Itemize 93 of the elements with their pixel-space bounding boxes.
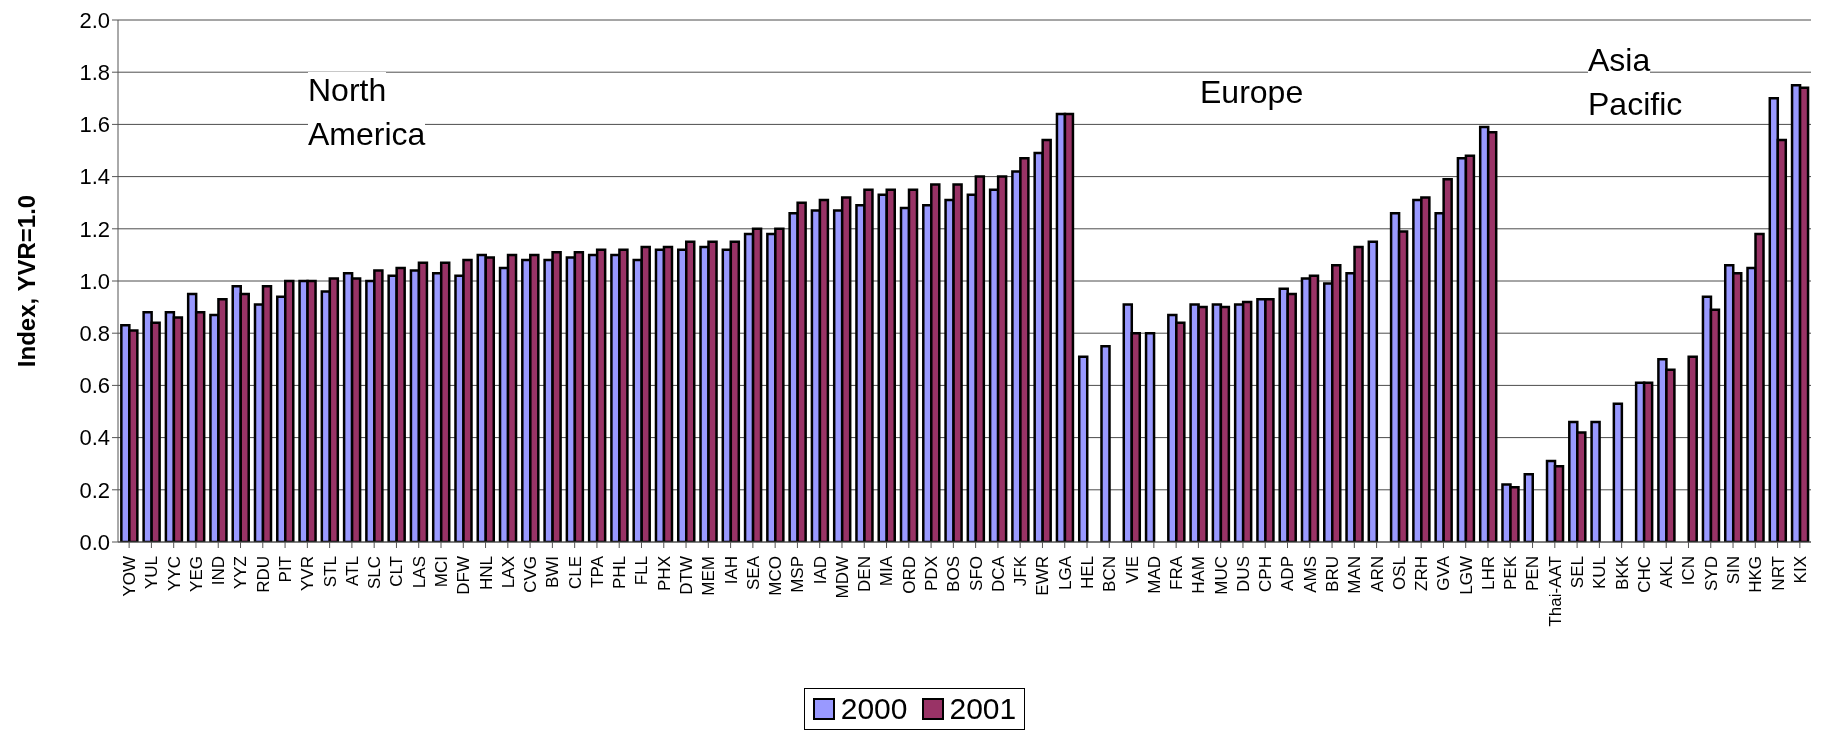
x-tick-label: MCO (766, 556, 786, 596)
y-tick-label: 1.2 (79, 216, 110, 242)
x-tick-label: CPH (1256, 556, 1276, 592)
x-tick-label: IAD (810, 556, 830, 585)
x-tick-label: BRU (1323, 556, 1343, 592)
x-tick-label: ORD (899, 556, 919, 594)
x-tick-label: Thai-AAT (1545, 556, 1565, 627)
x-tick-label: FRA (1167, 555, 1187, 590)
x-tick-label: MUC (1211, 556, 1231, 595)
x-tick-label: OSL (1389, 556, 1409, 591)
annotation: Europe (1200, 74, 1304, 110)
x-tick-label: SEA (743, 555, 763, 591)
x-tick-label: YOW (120, 556, 140, 597)
x-tick-label: SIN (1723, 556, 1743, 585)
x-tick-label: MAD (1144, 556, 1164, 594)
x-tick-label: BKK (1612, 555, 1632, 591)
x-tick-label: ZRH (1412, 556, 1432, 591)
x-tick-label: LAS (409, 556, 429, 589)
x-tick-label: MEM (699, 556, 719, 596)
x-tick-label: MAN (1345, 556, 1365, 594)
x-tick-label: ADP (1278, 556, 1298, 591)
x-tick-label: ATL (342, 556, 362, 586)
x-tick-label: DUS (1233, 556, 1253, 592)
x-tick-label: FLL (632, 556, 652, 586)
x-tick-label: PDX (922, 556, 942, 591)
x-tick-label: AKL (1657, 556, 1677, 589)
x-tick-label: HNL (476, 556, 496, 591)
y-tick-label: 0.0 (79, 529, 110, 555)
annotation: Asia Pacific (1588, 42, 1683, 122)
x-tick-label: LAX (498, 556, 518, 589)
x-tick-label: BCN (1100, 556, 1120, 592)
x-tick-label: MCI (431, 556, 451, 588)
y-tick-label: 2.0 (79, 7, 110, 33)
x-tick-label: HKG (1746, 556, 1766, 593)
legend-label: 2000 (839, 692, 908, 726)
x-tick-label: DEN (855, 556, 875, 592)
x-tick-label: PEK (1501, 555, 1521, 591)
x-tick-label: CVG (521, 556, 541, 593)
legend-label: 2001 (948, 692, 1017, 726)
x-tick-label: SFO (966, 556, 986, 591)
x-tick-label: LHR (1478, 556, 1498, 591)
y-tick-label: 1.6 (79, 112, 110, 138)
x-tick-label: PHX (654, 556, 674, 591)
x-tick-label: HAM (1189, 556, 1209, 594)
x-tick-label: ARN (1367, 556, 1387, 592)
x-tick-label: DTW (677, 556, 696, 595)
x-tick-label: KIX (1790, 556, 1810, 584)
x-tick-label: YYZ (231, 556, 251, 590)
annotation: North America (308, 72, 426, 152)
x-tick-label: MIA (877, 555, 897, 587)
x-tick-label: DFW (454, 556, 474, 595)
x-tick-label: JFK (1011, 555, 1031, 587)
y-tick-label: 0.6 (79, 373, 110, 399)
x-tick-label: CLE (565, 556, 585, 590)
x-tick-label: NRT (1768, 556, 1788, 591)
x-tick-label: MDW (832, 556, 852, 599)
x-tick-label: BWI (543, 556, 563, 589)
y-tick-label: 1.0 (79, 268, 110, 294)
x-tick-label: EWR (1033, 556, 1053, 596)
x-tick-label: ICN (1679, 556, 1699, 586)
x-tick-label: HEL (1077, 556, 1097, 590)
x-tick-label: PIT (276, 556, 296, 583)
y-tick-label: 1.8 (79, 60, 110, 86)
y-tick-label: 0.2 (79, 477, 110, 503)
x-tick-label: IAH (721, 556, 741, 585)
x-tick-label: VIE (1122, 556, 1142, 584)
x-tick-label: CLT (387, 556, 407, 587)
x-tick-label: KUL (1590, 556, 1610, 590)
x-tick-label: CHC (1634, 556, 1654, 593)
x-tick-label: RDU (253, 556, 273, 593)
y-axis-title: Index, YVR=1.0 (12, 194, 40, 368)
x-tick-label: GVA (1434, 555, 1454, 591)
x-tick-label: BOS (944, 556, 964, 592)
x-tick-label: LGA (1055, 555, 1075, 591)
x-tick-label: LGW (1456, 556, 1476, 595)
x-tick-label: YYC (164, 556, 184, 591)
x-tick-label: MSP (788, 556, 808, 593)
x-tick-label: SLC (365, 556, 385, 590)
x-tick-label: TPA (587, 555, 607, 588)
x-tick-label: AMS (1300, 556, 1320, 593)
x-tick-label: YUL (142, 556, 162, 590)
x-tick-label: PHL (610, 556, 630, 590)
x-tick-label: SYD (1701, 556, 1721, 591)
x-tick-label: PEN (1523, 556, 1543, 591)
y-tick-label: 1.4 (79, 164, 110, 190)
x-tick-label: IND (209, 556, 229, 586)
x-tick-label: YEG (186, 556, 206, 592)
y-tick-label: 0.8 (79, 321, 110, 347)
x-tick-label: SEL (1568, 556, 1588, 589)
x-tick-label: STL (320, 556, 340, 588)
x-tick-label: DCA (988, 555, 1008, 592)
x-tick-label: YVR (298, 556, 318, 591)
y-tick-label: 0.4 (79, 425, 110, 451)
